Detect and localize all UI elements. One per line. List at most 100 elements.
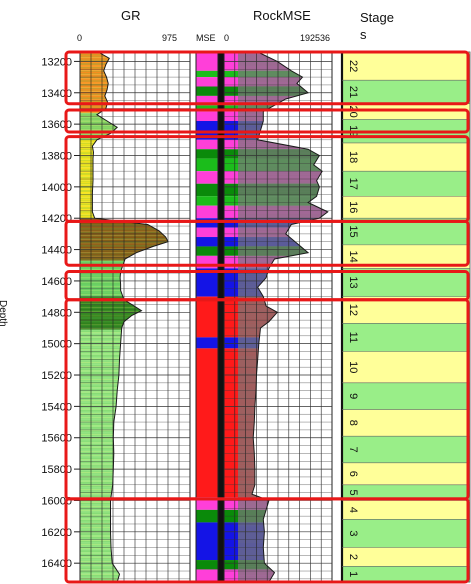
stage-label: 8 xyxy=(347,420,359,426)
depth-tick-label: 13800 xyxy=(41,150,72,162)
stage-label: 20 xyxy=(347,105,359,117)
mse-facies-band xyxy=(196,569,218,582)
stage-label: 4 xyxy=(347,507,359,513)
mse-facies-band xyxy=(196,497,218,510)
gr-scale-min: 0 xyxy=(77,33,83,43)
stage-label: 10 xyxy=(347,361,359,373)
stage-band xyxy=(342,142,470,172)
mse-facies-band xyxy=(196,237,218,247)
mse-facies-band xyxy=(196,337,218,349)
depth-tick-label: 14800 xyxy=(41,307,72,319)
depth-tick-label: 16400 xyxy=(41,558,72,570)
stage-band xyxy=(342,103,470,120)
rockmse-track-title: RockMSE xyxy=(253,8,311,23)
stage-label: 13 xyxy=(347,276,359,288)
mse-facies-band xyxy=(196,77,218,87)
mse-facies-band xyxy=(196,95,218,106)
mse-facies-band xyxy=(196,296,218,338)
depth-tick-label: 16000 xyxy=(41,495,72,507)
stage-band xyxy=(342,268,470,297)
mse-facies-band xyxy=(196,105,218,112)
rockmse-scale-max: 192536 xyxy=(300,33,331,43)
zone-highlight-box xyxy=(64,50,470,106)
stage-band xyxy=(342,566,470,582)
stage-label: 9 xyxy=(347,393,359,399)
mse-facies-band xyxy=(196,268,218,297)
rockmse-curve xyxy=(251,51,329,583)
stage-track-title: Stage xyxy=(360,10,394,25)
depth-tick-label: 15800 xyxy=(41,464,72,476)
stage-band xyxy=(342,519,470,548)
mse-facies-band xyxy=(196,111,218,121)
stage-band xyxy=(342,171,470,197)
stage-label: 16 xyxy=(347,201,359,213)
stage-label: 11 xyxy=(347,332,359,343)
rockmse-scale-min: 0 xyxy=(224,33,230,43)
depth-tick-label: 14200 xyxy=(41,213,72,225)
mse-track-label: MSE xyxy=(196,33,216,43)
stage-label: 6 xyxy=(347,471,359,477)
stage-band xyxy=(342,409,470,437)
stage-label: 14 xyxy=(347,250,359,262)
mse-facies-band xyxy=(196,52,218,71)
mse-facies-band xyxy=(196,86,218,96)
mse-facies-band xyxy=(196,171,218,184)
depth-tick-label: 15600 xyxy=(41,433,72,445)
stage-label: 7 xyxy=(347,446,359,452)
mse-facies-band xyxy=(196,560,218,570)
stage-band xyxy=(342,351,470,383)
depth-tick-label: 14400 xyxy=(41,245,72,257)
stage-band xyxy=(342,484,470,501)
stage-band xyxy=(342,436,470,463)
stage-band xyxy=(342,52,470,81)
gr-track-title: GR xyxy=(121,8,141,23)
mse-separator xyxy=(218,52,224,582)
mse-facies-band xyxy=(196,227,218,238)
mse-facies-band xyxy=(196,149,218,159)
mse-facies-band xyxy=(196,158,218,172)
mse-facies-band xyxy=(196,183,218,197)
mse-facies-band xyxy=(196,348,218,498)
stage-label: 21 xyxy=(347,86,359,98)
mse-facies-band xyxy=(196,246,218,256)
stage-label: 15 xyxy=(347,225,359,237)
mse-facies-band xyxy=(196,120,218,140)
stage-band xyxy=(342,80,470,104)
stage-band xyxy=(342,244,470,269)
gr-curve xyxy=(91,51,169,583)
depth-tick-label: 15200 xyxy=(41,370,72,382)
depth-tick-label: 13200 xyxy=(41,56,72,68)
stage-label: 12 xyxy=(347,304,359,316)
stage-band xyxy=(342,323,470,352)
depth-tick-label: 13600 xyxy=(41,119,72,131)
depth-tick-label: 16200 xyxy=(41,527,72,539)
stage-track-subtitle: s xyxy=(360,27,367,42)
stage-band xyxy=(342,500,470,520)
stage-band xyxy=(342,382,470,410)
mse-facies-band xyxy=(196,522,218,561)
stage-label: 5 xyxy=(347,490,359,496)
stage-band xyxy=(342,196,470,219)
mse-facies-band xyxy=(196,196,218,206)
stage-band xyxy=(342,547,470,567)
stage-label: 17 xyxy=(347,178,359,190)
depth-tick-label: 15000 xyxy=(41,339,72,351)
zone-highlight-box xyxy=(64,497,470,584)
stage-label: 1 xyxy=(347,571,359,577)
depth-tick-label: 14000 xyxy=(41,182,72,194)
stage-band xyxy=(342,462,470,485)
mse-facies-band xyxy=(196,509,218,523)
gr-scale-max: 975 xyxy=(162,33,178,43)
zone-highlight-box xyxy=(64,108,470,134)
depth-tick-label: 14600 xyxy=(41,276,72,288)
mse-facies-band xyxy=(196,205,218,219)
mse-facies-band xyxy=(196,70,218,78)
mse-facies-band xyxy=(196,139,218,150)
stage-label: 22 xyxy=(347,60,359,72)
depth-tick-label: 15400 xyxy=(41,401,72,413)
stage-label: 3 xyxy=(347,530,359,536)
mse-facies-band xyxy=(196,218,218,228)
stage-label: 18 xyxy=(347,151,359,163)
stage-label: 2 xyxy=(347,554,359,560)
